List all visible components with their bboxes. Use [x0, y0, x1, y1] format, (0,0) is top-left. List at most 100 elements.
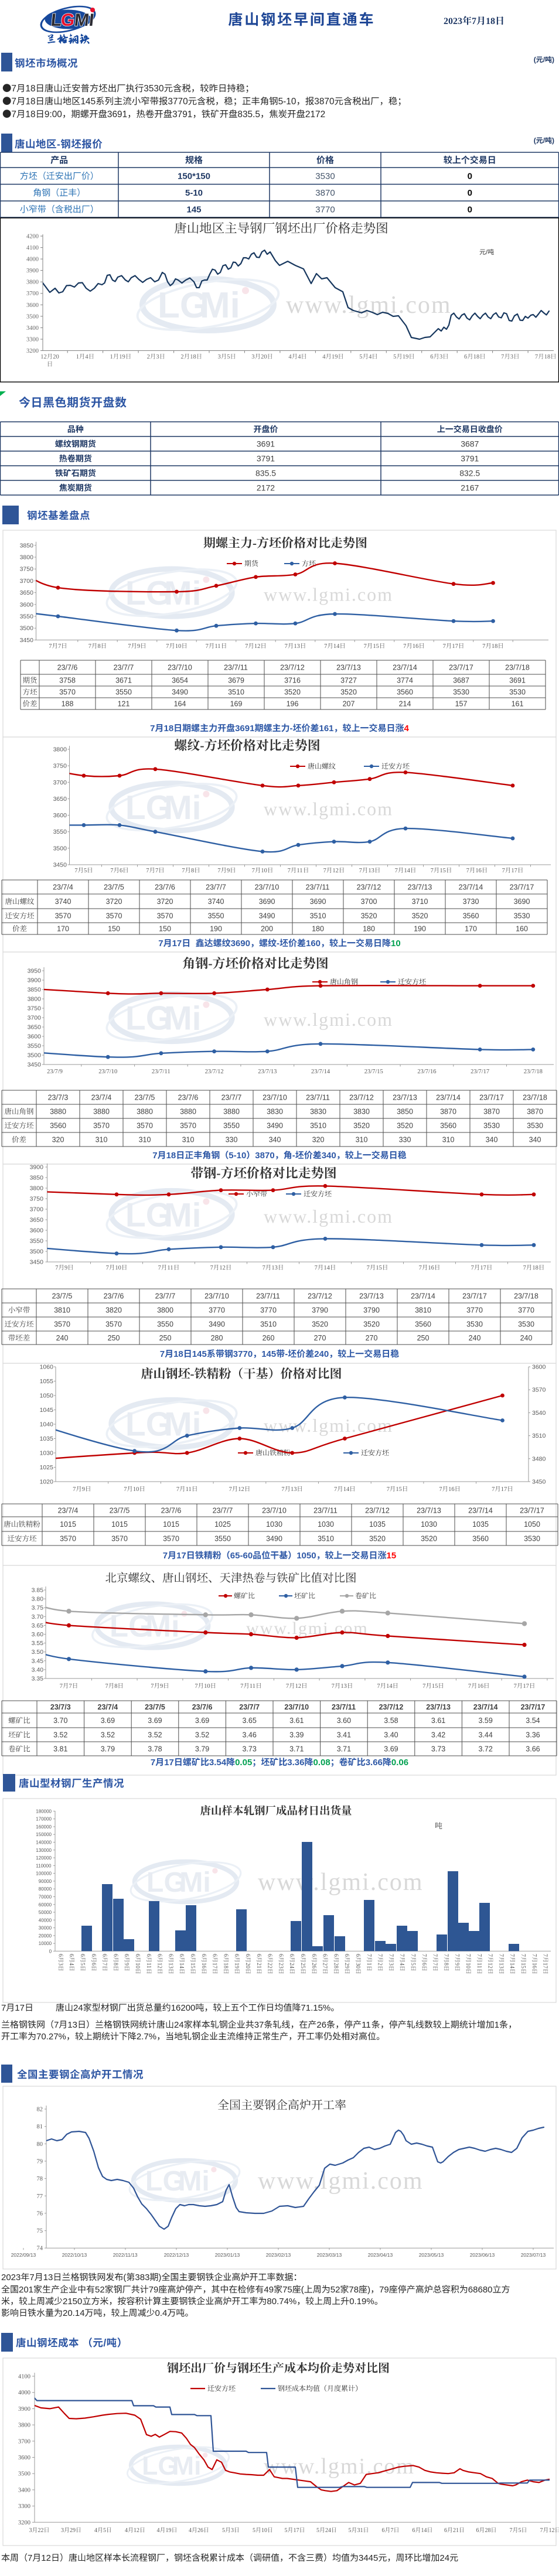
svg-text:3490: 3490 — [259, 912, 275, 920]
svg-text:1035: 1035 — [40, 1435, 54, 1442]
svg-text:3.81: 3.81 — [53, 1745, 67, 1753]
svg-text:7: 7 — [229, 1486, 232, 1493]
svg-text:3.60: 3.60 — [337, 1717, 351, 1725]
svg-text:Mi: Mi — [179, 1867, 211, 1898]
svg-text:3530: 3530 — [518, 1321, 534, 1329]
svg-text:3570: 3570 — [532, 1387, 546, 1394]
svg-text:24: 24 — [325, 2527, 331, 2534]
svg-text:3445: 3445 — [359, 2553, 378, 2563]
svg-text:6: 6 — [222, 1954, 229, 1957]
svg-text:17: 17 — [523, 1683, 529, 1690]
svg-text:3700: 3700 — [20, 578, 34, 585]
svg-text:3850: 3850 — [28, 987, 42, 994]
svg-text:5: 5 — [410, 1963, 416, 1966]
svg-text:3700: 3700 — [26, 291, 39, 297]
svg-text:23/7/5: 23/7/5 — [52, 1292, 73, 1301]
svg-text:280: 280 — [211, 1334, 223, 1342]
svg-text:7: 7 — [73, 1486, 76, 1493]
svg-text:3500: 3500 — [18, 2471, 30, 2478]
svg-text:81: 81 — [37, 2124, 43, 2130]
svg-text:7: 7 — [359, 868, 362, 874]
svg-text:): ) — [552, 56, 554, 64]
svg-text:3.52: 3.52 — [53, 1731, 67, 1739]
svg-text:3: 3 — [29, 2527, 32, 2534]
svg-text:10: 10 — [204, 1683, 210, 1690]
svg-text:74: 74 — [37, 2246, 43, 2252]
svg-text:3450: 3450 — [28, 1062, 42, 1069]
svg-text:23/7/6: 23/7/6 — [57, 664, 78, 672]
svg-text:120000: 120000 — [36, 1855, 52, 1861]
svg-text:3.69: 3.69 — [148, 1717, 162, 1725]
svg-text:76: 76 — [37, 2210, 43, 2217]
svg-text:5-10: 5-10 — [185, 188, 203, 198]
svg-text:7: 7 — [151, 1758, 155, 1768]
svg-text:2: 2 — [147, 354, 150, 360]
svg-text:4: 4 — [298, 354, 301, 360]
svg-text:3774: 3774 — [397, 677, 413, 685]
svg-text:0.19%: 0.19% — [349, 2297, 374, 2307]
svg-text:3500: 3500 — [28, 1052, 42, 1059]
svg-text:3791: 3791 — [461, 454, 479, 463]
svg-text:1030: 1030 — [318, 1520, 334, 1528]
svg-text:3550: 3550 — [223, 1122, 240, 1130]
svg-text:23/7/18: 23/7/18 — [523, 1094, 547, 1102]
svg-text:3520: 3520 — [369, 1535, 386, 1543]
svg-text:3200: 3200 — [26, 348, 39, 354]
svg-text:18: 18 — [473, 354, 480, 360]
svg-text:3790: 3790 — [312, 1306, 328, 1315]
svg-text:180: 180 — [312, 925, 324, 933]
svg-text:5: 5 — [103, 2527, 106, 2534]
svg-text:17: 17 — [294, 2527, 299, 2534]
svg-text:6: 6 — [57, 1954, 63, 1957]
svg-text:7: 7 — [88, 643, 91, 650]
svg-text:26: 26 — [311, 1963, 317, 1968]
svg-text:7: 7 — [523, 1265, 526, 1271]
svg-text:23/7/3: 23/7/3 — [48, 1094, 69, 1102]
svg-text:3.80: 3.80 — [32, 1596, 44, 1603]
svg-text:3770: 3770 — [466, 1306, 483, 1315]
svg-text:3691: 3691 — [107, 110, 127, 120]
svg-text:23/7/10: 23/7/10 — [98, 1069, 117, 1075]
svg-text:24: 24 — [174, 2020, 184, 2030]
svg-text:23/7/7: 23/7/7 — [213, 1507, 233, 1515]
svg-text:7: 7 — [540, 2527, 543, 2534]
svg-text:6: 6 — [233, 1954, 240, 1957]
svg-text:3.65: 3.65 — [243, 1717, 257, 1725]
svg-text:1055: 1055 — [40, 1378, 54, 1385]
svg-text:4: 4 — [94, 2527, 97, 2534]
svg-text:3570: 3570 — [55, 912, 71, 920]
svg-text:160: 160 — [516, 925, 528, 933]
svg-text:7: 7 — [398, 1954, 405, 1957]
svg-text:23/7/15: 23/7/15 — [364, 1069, 383, 1075]
svg-text:LG: LG — [125, 999, 172, 1037]
svg-text:140000: 140000 — [36, 1840, 52, 1845]
svg-text:145: 145 — [261, 1349, 276, 1359]
svg-text:7: 7 — [58, 643, 61, 650]
svg-text:3810: 3810 — [415, 1306, 431, 1315]
svg-text:16200: 16200 — [171, 2003, 196, 2013]
svg-text:1: 1 — [495, 2020, 499, 2030]
svg-text:3700: 3700 — [28, 1015, 42, 1022]
svg-text:3.70: 3.70 — [53, 1717, 67, 1725]
svg-text:20000: 20000 — [39, 1933, 52, 1939]
svg-text:29: 29 — [70, 2527, 76, 2534]
svg-text:6: 6 — [178, 1954, 185, 1957]
svg-text:28: 28 — [332, 1963, 339, 1968]
svg-text:3570: 3570 — [60, 1535, 76, 1543]
svg-text:37: 37 — [254, 2020, 264, 2030]
svg-text:9: 9 — [160, 1683, 163, 1690]
svg-text:5: 5 — [359, 354, 362, 360]
svg-text:3520: 3520 — [363, 1321, 380, 1329]
svg-text:30000: 30000 — [39, 1926, 52, 1931]
svg-text:4: 4 — [369, 354, 372, 360]
svg-text:7: 7 — [542, 1954, 548, 1957]
svg-text:7: 7 — [431, 868, 434, 874]
svg-text:11: 11 — [476, 1963, 482, 1968]
svg-text:3770: 3770 — [233, 1349, 253, 1359]
svg-text:2023/01/13: 2023/01/13 — [215, 2252, 240, 2258]
svg-text:3.36: 3.36 — [287, 1758, 304, 1768]
svg-text:170: 170 — [57, 925, 69, 933]
svg-text:3.41: 3.41 — [337, 1731, 351, 1739]
svg-text:9: 9 — [227, 868, 230, 874]
svg-text:65-60: 65-60 — [230, 1551, 253, 1561]
